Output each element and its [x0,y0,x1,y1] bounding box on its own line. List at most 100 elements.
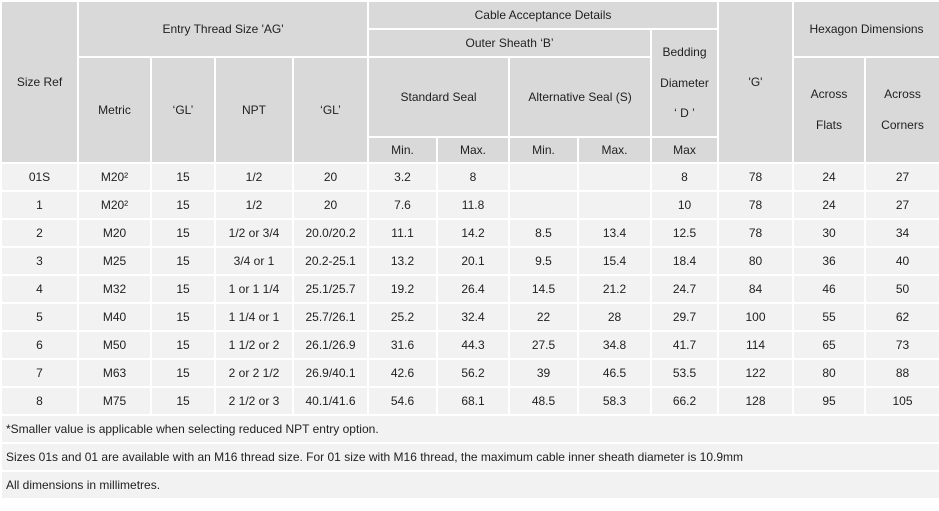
cell-alt_min: 22 [510,304,578,330]
cell-alt_min: 48.5 [510,388,578,414]
col-header-metric: Metric [79,58,150,162]
cell-std_max: 26.4 [438,276,509,302]
cell-gl_metric: 15 [152,304,214,330]
cell-std_max: 8 [438,164,509,190]
cell-across_corners: 50 [866,276,939,302]
cell-alt_max: 15.4 [579,248,651,274]
cell-across_corners: 34 [866,220,939,246]
cell-across_flats: 24 [794,192,865,218]
cell-std_min: 42.6 [369,360,437,386]
cell-across_flats: 95 [794,388,865,414]
cell-size_ref: 7 [2,360,77,386]
note-row: All dimensions in millimetres. [2,472,939,498]
cell-gl_metric: 15 [152,332,214,358]
group-header-outer-sheath: Outer Sheath ‘B’ [369,30,651,56]
cell-gl_npt: 20 [294,164,368,190]
cell-bedding_max: 53.5 [652,360,718,386]
cell-npt: 1/2 [216,192,292,218]
cell-size_ref: 3 [2,248,77,274]
cell-across_flats: 55 [794,304,865,330]
cell-alt_max: 21.2 [579,276,651,302]
cell-gl_metric: 15 [152,164,214,190]
cell-std_min: 31.6 [369,332,437,358]
col-header-npt: NPT [216,58,292,162]
cell-std_max: 32.4 [438,304,509,330]
cell-npt: 3/4 or 1 [216,248,292,274]
cell-alt_max: 34.8 [579,332,651,358]
cell-g: 84 [719,276,793,302]
col-header-across-flats: Across Flats [794,58,865,162]
cell-size_ref: 6 [2,332,77,358]
cable-gland-dimensions-table: Size Ref Entry Thread Size 'AG' Cable Ac… [2,2,939,498]
cell-g: 80 [719,248,793,274]
cell-alt_min: 14.5 [510,276,578,302]
cell-alt_min: 39 [510,360,578,386]
cell-metric: M50 [79,332,150,358]
cell-alt_min: 27.5 [510,332,578,358]
cell-metric: M20² [79,164,150,190]
cell-std_min: 19.2 [369,276,437,302]
table-row: 2 M20 15 1/2 or 3/4 20.0/20.2 11.1 14.2 8.5 13.4… [2,220,939,246]
cell-gl_metric: 15 [152,192,214,218]
col-header-size-ref: Size Ref [2,2,77,162]
cell-gl_metric: 15 [152,220,214,246]
cell-alt_max [579,164,651,190]
cell-bedding_max: 41.7 [652,332,718,358]
cell-gl_npt: 20 [294,192,368,218]
cell-std_max: 68.1 [438,388,509,414]
note-units: All dimensions in millimetres. [2,472,939,498]
col-header-g: 'G' [719,2,793,162]
col-header-gl-metric: ‘GL’ [152,58,214,162]
cell-gl_npt: 20.2-25.1 [294,248,368,274]
note-row: *Smaller value is applicable when select… [2,416,939,442]
cell-std_min: 54.6 [369,388,437,414]
cell-metric: M20 [79,220,150,246]
cell-across_flats: 65 [794,332,865,358]
col-header-alt-max: Max. [579,138,651,162]
cell-gl_metric: 15 [152,360,214,386]
note-row: Sizes 01s and 01 are available with an M… [2,444,939,470]
cell-gl_npt: 20.0/20.2 [294,220,368,246]
cell-across_corners: 40 [866,248,939,274]
cell-alt_min [510,192,578,218]
cell-size_ref: 8 [2,388,77,414]
group-header-cable-acceptance: Cable Acceptance Details [369,2,718,28]
table-body: 01S M20² 15 1/2 20 3.2 8 8 78 24 27 1 M20² 15 1/2 20 7.6… [2,164,939,414]
cell-std_min: 7.6 [369,192,437,218]
cell-std_max: 14.2 [438,220,509,246]
cell-gl_npt: 25.1/25.7 [294,276,368,302]
table-header: Size Ref Entry Thread Size 'AG' Cable Ac… [2,2,939,162]
cell-across_corners: 73 [866,332,939,358]
cell-npt: 2 or 2 1/2 [216,360,292,386]
cell-gl_metric: 15 [152,388,214,414]
note-m16-availability: Sizes 01s and 01 are available with an M… [2,444,939,470]
cell-size_ref: 5 [2,304,77,330]
cell-metric: M63 [79,360,150,386]
table-notes: *Smaller value is applicable when select… [2,416,939,498]
table-row: 5 M40 15 1 1/4 or 1 25.7/26.1 25.2 32.4 22 28 29.… [2,304,939,330]
col-header-bedding-diameter: Bedding Diameter ‘ D ’ [652,30,718,136]
group-header-entry-thread: Entry Thread Size 'AG' [79,2,368,56]
cell-gl_npt: 25.7/26.1 [294,304,368,330]
cell-npt: 1 or 1 1/4 [216,276,292,302]
cell-across_corners: 27 [866,164,939,190]
cell-alt_max: 13.4 [579,220,651,246]
cell-npt: 1/2 [216,164,292,190]
cell-npt: 1 1/2 or 2 [216,332,292,358]
cell-std_min: 25.2 [369,304,437,330]
cell-gl_npt: 40.1/41.6 [294,388,368,414]
cell-bedding_max: 66.2 [652,388,718,414]
col-header-bedding-max: Max [652,138,718,162]
cell-size_ref: 01S [2,164,77,190]
cell-g: 78 [719,220,793,246]
cell-alt_max [579,192,651,218]
cell-across_corners: 27 [866,192,939,218]
cell-across_flats: 46 [794,276,865,302]
cell-std_min: 11.1 [369,220,437,246]
cell-bedding_max: 12.5 [652,220,718,246]
col-header-std-max: Max. [438,138,509,162]
cell-metric: M40 [79,304,150,330]
cell-std_max: 44.3 [438,332,509,358]
cell-across_corners: 88 [866,360,939,386]
cell-bedding_max: 24.7 [652,276,718,302]
